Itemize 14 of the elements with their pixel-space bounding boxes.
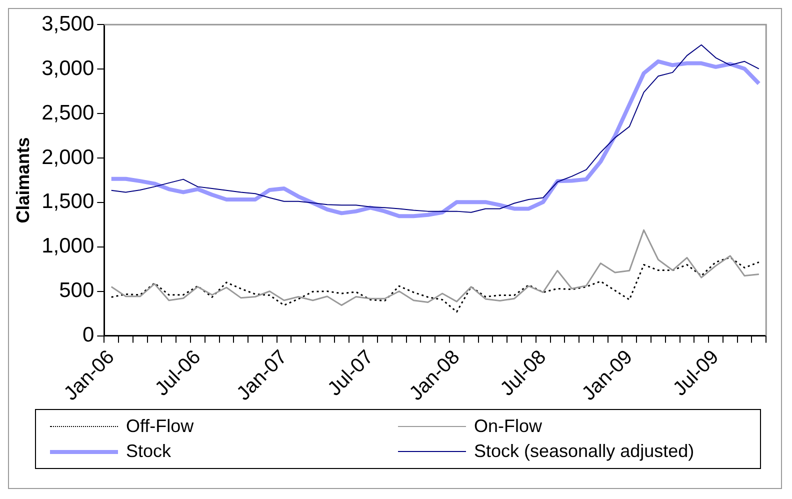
legend-label: Stock: [126, 441, 172, 462]
legend-label: Off-Flow: [126, 416, 194, 437]
y-tick-label: 3,000: [42, 56, 94, 80]
y-tick-label: 1,500: [42, 190, 94, 214]
legend-label: Stock (seasonally adjusted): [474, 441, 694, 462]
y-tick-label: 500: [59, 279, 94, 302]
y-tick-label: 2,500: [42, 101, 94, 124]
y-tick-label: 0: [82, 324, 94, 347]
line-series: [110, 256, 760, 313]
y-axis-title: Claimants: [12, 137, 33, 224]
y-tick-label: 3,500: [42, 12, 94, 36]
legend-label: On-Flow: [474, 416, 542, 437]
y-tick-label: 2,000: [42, 146, 94, 169]
y-tick-label: 1,000: [42, 234, 94, 258]
